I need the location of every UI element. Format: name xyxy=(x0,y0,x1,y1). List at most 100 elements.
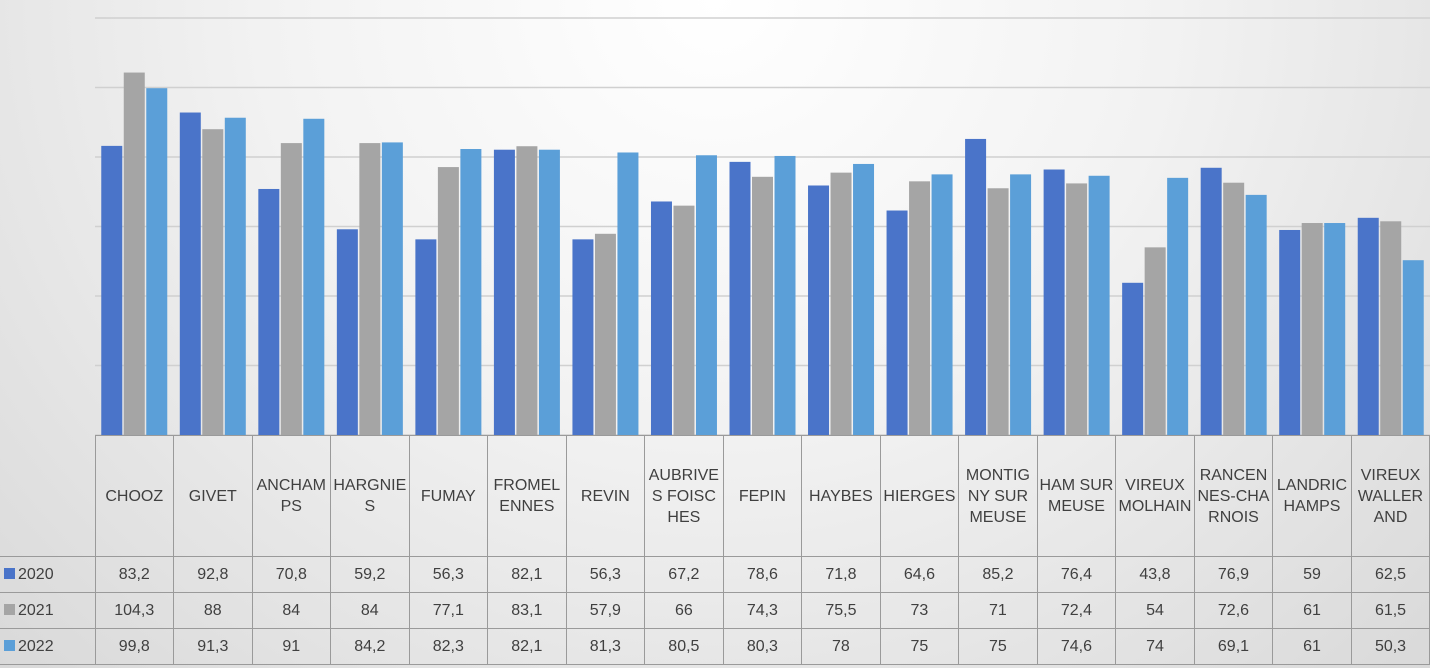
value-label: 72,6 xyxy=(1193,592,1274,629)
bar xyxy=(179,112,201,435)
value-label: 82,1 xyxy=(487,628,567,665)
value-label: 56,3 xyxy=(565,556,646,593)
bar xyxy=(853,163,875,435)
value-label: 84,2 xyxy=(330,628,410,665)
legend-cell: 2022 xyxy=(0,628,96,665)
value-label: 84 xyxy=(330,592,410,629)
bar xyxy=(594,233,616,435)
value-label: 81,3 xyxy=(565,628,646,665)
bar xyxy=(1324,223,1346,435)
bar xyxy=(101,145,123,435)
value-label: 62,5 xyxy=(1350,556,1430,593)
value-label: 78 xyxy=(801,628,881,665)
category-label: HAYBES xyxy=(801,435,881,557)
bar xyxy=(886,210,908,435)
category-label: CHOOZ xyxy=(94,435,175,557)
legend-swatch xyxy=(4,604,15,615)
value-label: 67,2 xyxy=(644,556,724,593)
bar xyxy=(336,229,358,435)
value-label: 76,4 xyxy=(1036,556,1117,593)
bar xyxy=(202,129,224,435)
chart xyxy=(95,17,1430,435)
value-label: 80,5 xyxy=(644,628,724,665)
value-label: 88 xyxy=(173,592,253,629)
value-label: 61,5 xyxy=(1350,592,1430,629)
bar xyxy=(146,88,168,435)
value-label: 50,3 xyxy=(1350,628,1430,665)
bar xyxy=(1122,282,1144,435)
legend-label: 2022 xyxy=(18,638,54,655)
bar xyxy=(460,149,482,435)
bar xyxy=(1245,194,1267,435)
category-label: MONTIGNY SUR MEUSE xyxy=(958,435,1038,557)
legend-cell: 2021 xyxy=(0,592,96,629)
bar xyxy=(729,161,751,435)
legend-label: 2020 xyxy=(18,566,54,583)
value-label: 71 xyxy=(958,592,1038,629)
bar xyxy=(1223,182,1245,435)
bar xyxy=(538,149,560,435)
value-label: 75 xyxy=(879,628,960,665)
value-label: 76,9 xyxy=(1193,556,1274,593)
legend-swatch xyxy=(4,640,15,651)
value-label: 43,8 xyxy=(1115,556,1195,593)
value-label: 61 xyxy=(1272,628,1352,665)
category-label: RANCENNES-CHARNOIS xyxy=(1193,435,1274,557)
bar xyxy=(752,176,773,435)
value-label: 82,1 xyxy=(487,556,567,593)
bar xyxy=(224,117,246,435)
value-label: 54 xyxy=(1115,592,1195,629)
bar xyxy=(909,181,931,435)
value-label: 56,3 xyxy=(408,556,489,593)
bar xyxy=(381,142,403,435)
category-label: HAM SUR MEUSE xyxy=(1036,435,1117,557)
category-label: AUBRIVES FOISCHES xyxy=(644,435,724,557)
bar xyxy=(1043,169,1065,435)
bar xyxy=(1279,229,1301,435)
value-label: 74,3 xyxy=(722,592,803,629)
value-label: 70,8 xyxy=(251,556,332,593)
bar xyxy=(1144,247,1166,435)
category-label: GIVET xyxy=(173,435,253,557)
bar xyxy=(516,146,538,435)
bar xyxy=(572,239,594,435)
bar xyxy=(359,143,381,435)
value-label: 83,2 xyxy=(94,556,175,593)
category-label: VIREUX MOLHAIN xyxy=(1115,435,1195,557)
series-row: 2020 83,2 92,8 70,8 59,2 56,3 82,1 56,3 67,2 78,6… xyxy=(0,556,1430,593)
data-table: CHOOZ GIVET ANCHAMPS HARGNIES FUMAY FROMELENN… xyxy=(0,435,1430,665)
category-label: FROMELENNES xyxy=(487,435,567,557)
value-label: 74,6 xyxy=(1036,628,1117,665)
series-row: 2021 104,3 88 84 84 77,1 83,1 57,9 66 74,3 75,5 73 7… xyxy=(0,592,1430,629)
value-label: 91 xyxy=(251,628,332,665)
value-label: 75,5 xyxy=(801,592,881,629)
value-label: 64,6 xyxy=(879,556,960,593)
bar xyxy=(1088,175,1110,435)
value-label: 83,1 xyxy=(487,592,567,629)
legend-swatch xyxy=(4,568,15,579)
value-label: 57,9 xyxy=(565,592,646,629)
category-label: FUMAY xyxy=(408,435,489,557)
bar xyxy=(965,138,987,435)
bar xyxy=(808,185,830,435)
category-label: HARGNIES xyxy=(330,435,410,557)
value-label: 99,8 xyxy=(94,628,175,665)
bar xyxy=(415,239,437,435)
value-label: 80,3 xyxy=(722,628,803,665)
value-label: 69,1 xyxy=(1193,628,1274,665)
legend-label: 2021 xyxy=(18,602,54,619)
category-label: REVIN xyxy=(565,435,646,557)
legend-cell: 2020 xyxy=(0,556,96,593)
value-label: 61 xyxy=(1272,592,1352,629)
bar xyxy=(1010,174,1032,435)
value-label: 91,3 xyxy=(173,628,253,665)
bar xyxy=(830,172,852,435)
value-label: 82,3 xyxy=(408,628,489,665)
bar xyxy=(1402,260,1424,435)
bar xyxy=(1301,223,1323,435)
bar xyxy=(650,201,672,435)
value-label: 85,2 xyxy=(958,556,1038,593)
category-label: FEPIN xyxy=(722,435,803,557)
bar xyxy=(123,72,145,435)
